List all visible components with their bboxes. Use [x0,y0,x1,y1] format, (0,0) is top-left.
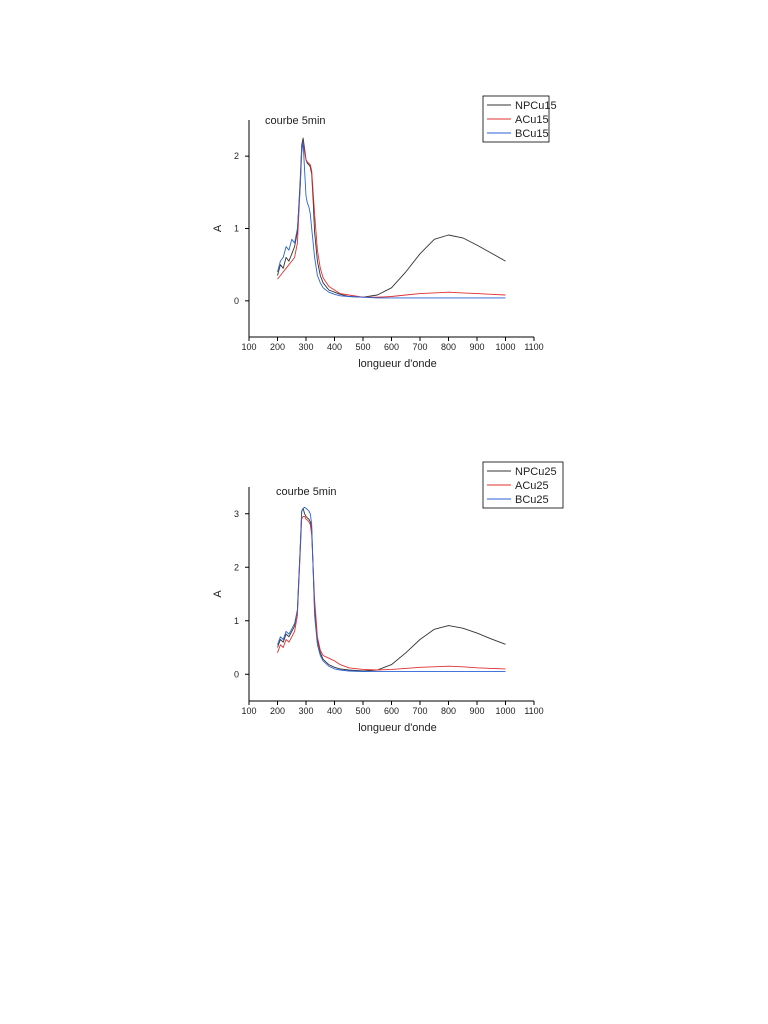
chart-canvas: 100 200 300 400 500 600 700 800 900 1000 1100 0 1 2 lo… [212,95,557,370]
series-line-bcu25 [277,506,506,673]
x-tick-label: 700 [412,342,427,352]
y-axis-label: A [212,224,224,232]
series-line-bcu15 [277,141,506,299]
legend-label-acu25: ACu25 [515,480,549,492]
y-tick-label: 2 [234,151,239,161]
y-axis-label: A [212,590,224,598]
x-axis-label: longueur d'onde [358,722,437,734]
x-tick-label: 500 [355,706,370,716]
x-tick-label: 900 [469,706,484,716]
absorbance-chart-25: 100 200 300 400 500 600 700 800 900 1000 1100 0 1 2 3 l… [0,400,768,800]
y-tick-label: 0 [234,669,239,679]
series-line-npcu15 [277,137,506,298]
legend-label-bcu15: BCu15 [515,128,549,140]
y-tick-label: 2 [234,562,239,572]
x-tick-label: 800 [441,342,456,352]
x-tick-label: 200 [270,706,285,716]
legend-label-acu15: ACu15 [515,114,549,126]
y-tick-label: 0 [234,296,239,306]
x-tick-label: 1100 [524,706,543,716]
x-tick-label: 200 [270,342,285,352]
x-tick-label: 1000 [495,706,515,716]
x-tick-label: 600 [384,706,399,716]
x-tick-label: 700 [412,706,427,716]
series-line-acu15 [277,141,506,298]
x-tick-label: 600 [384,342,399,352]
y-tick-label: 1 [234,616,239,626]
chart-canvas: 100 200 300 400 500 600 700 800 900 1000 1100 0 1 2 3 l… [212,461,564,734]
y-tick-label: 3 [234,509,239,519]
absorbance-chart-15: 100 200 300 400 500 600 700 800 900 1000 1100 0 1 2 lo… [0,0,768,400]
series-line-acu25 [277,515,506,671]
legend-label-npcu25: NPCu25 [515,466,557,478]
x-tick-label: 900 [469,342,484,352]
x-tick-label: 400 [327,706,342,716]
x-tick-label: 300 [298,342,313,352]
chart-title: courbe 5min [276,486,337,498]
x-tick-label: 1000 [495,342,515,352]
legend-label-npcu15: NPCu15 [515,100,557,112]
x-tick-label: 300 [298,706,313,716]
x-tick-label: 100 [241,706,256,716]
y-tick-label: 1 [234,224,239,234]
x-tick-label: 800 [441,706,456,716]
x-axis-label: longueur d'onde [358,358,437,370]
legend-label-bcu25: BCu25 [515,494,549,506]
x-tick-label: 100 [241,342,256,352]
x-tick-label: 400 [327,342,342,352]
x-tick-label: 500 [355,342,370,352]
x-tick-label: 1100 [524,342,543,352]
chart-title: courbe 5min [265,115,326,127]
